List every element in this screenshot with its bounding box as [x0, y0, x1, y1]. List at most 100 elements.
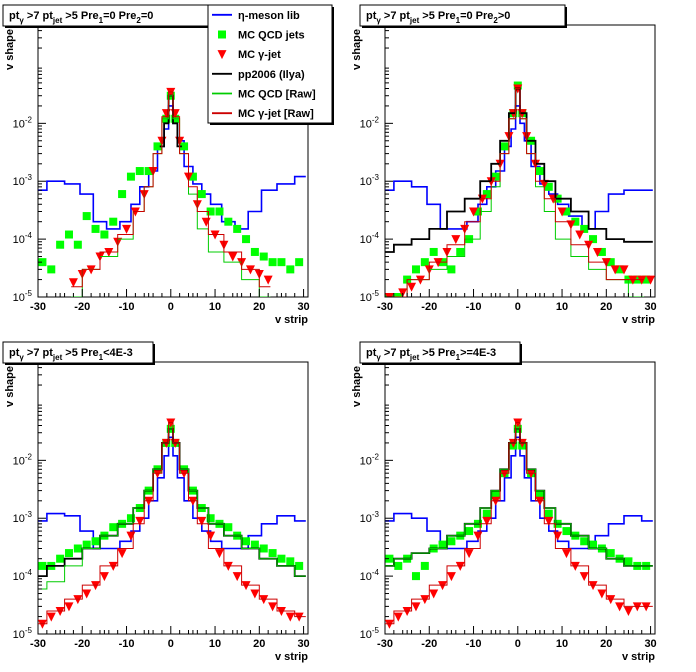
- x-tick-label: 10: [556, 301, 568, 313]
- y-tick-label: 10-4: [13, 568, 33, 583]
- data-point-square: [126, 172, 135, 181]
- x-tick-label: 20: [253, 638, 265, 650]
- y-tick-base: 10: [13, 455, 25, 467]
- data-point-triangle: [464, 549, 474, 559]
- title-subscript: jet: [52, 353, 63, 362]
- data-point-triangle: [268, 602, 278, 612]
- data-point-triangle: [99, 572, 109, 582]
- data-point-triangle: [411, 602, 421, 612]
- data-point-triangle: [285, 612, 295, 622]
- data-point-triangle: [597, 589, 607, 599]
- data-point-triangle: [68, 278, 78, 288]
- y-axis-label: v shape: [351, 29, 363, 70]
- data-point-square: [295, 561, 304, 570]
- data-point-square: [242, 235, 251, 244]
- data-point-square: [544, 509, 553, 518]
- data-point-square: [250, 247, 259, 256]
- data-point-square: [394, 561, 403, 570]
- data-point-square: [277, 554, 286, 563]
- data-point-triangle: [535, 496, 545, 506]
- title-subscript: 1: [456, 353, 461, 362]
- x-tick-label: 30: [297, 638, 309, 650]
- data-point-triangle: [592, 247, 602, 257]
- data-point-triangle: [429, 589, 439, 599]
- data-point-square: [206, 514, 215, 523]
- data-point-square: [447, 265, 456, 274]
- y-tick-label: 10-5: [13, 289, 33, 304]
- x-tick-label: -20: [421, 301, 437, 313]
- x-tick-label: -20: [74, 638, 90, 650]
- x-tick-label: 0: [515, 301, 521, 313]
- y-tick-base: 10: [360, 455, 372, 467]
- data-point-triangle: [407, 282, 417, 292]
- data-point-square: [535, 167, 544, 176]
- data-point-square: [385, 554, 394, 563]
- data-point-triangle: [451, 235, 461, 245]
- plot-frame: [37, 361, 309, 635]
- data-point-square: [642, 275, 651, 284]
- title-subscript: jet: [409, 353, 420, 362]
- y-tick-base: 10: [13, 176, 25, 188]
- data-point-triangle: [433, 258, 443, 268]
- data-point-triangle: [561, 549, 571, 559]
- data-point-square: [144, 167, 153, 176]
- legend-label: MC QCD [Raw]: [238, 89, 316, 101]
- data-point-square: [268, 549, 277, 558]
- title-subscript: 1: [99, 353, 104, 362]
- data-point-square: [571, 217, 580, 226]
- data-point-triangle: [646, 275, 655, 285]
- data-point-triangle: [579, 572, 589, 582]
- data-point-square: [580, 537, 589, 546]
- title-text: =0 Pre: [103, 10, 136, 22]
- title-subscript: 1: [99, 16, 104, 25]
- y-tick-exponent: -3: [372, 510, 380, 519]
- data-point-triangle: [214, 549, 224, 559]
- data-point-square: [64, 230, 73, 239]
- x-tick-label: 0: [168, 301, 174, 313]
- data-point-square: [429, 247, 438, 256]
- data-point-square: [118, 190, 127, 199]
- y-tick-base: 10: [13, 292, 25, 304]
- chart-title: ptγ >7 ptjet >5 Pre1>=4E-3: [366, 347, 496, 362]
- series-line: [38, 105, 306, 230]
- title-box: [2, 341, 154, 364]
- x-tick-label: -10: [466, 301, 482, 313]
- data-point-square: [188, 172, 197, 181]
- data-point-square: [56, 240, 65, 249]
- data-point-triangle: [73, 595, 83, 605]
- y-tick-base: 10: [360, 629, 372, 641]
- title-text: >5 Pre: [419, 347, 455, 359]
- data-point-triangle: [197, 516, 207, 526]
- y-tick-label: 10-5: [360, 289, 380, 304]
- y-tick-base: 10: [360, 292, 372, 304]
- data-point-triangle: [446, 572, 456, 582]
- title-subscript: 1: [456, 16, 461, 25]
- title-subscript: jet: [409, 16, 420, 25]
- legend-box: [207, 4, 333, 124]
- title-box: [359, 341, 521, 364]
- data-point-triangle: [623, 606, 633, 616]
- legend-label: MC γ-jet: [238, 49, 281, 61]
- plot-area: [38, 418, 306, 629]
- y-tick-exponent: -2: [372, 452, 380, 461]
- y-tick-label: 10-2: [13, 452, 33, 467]
- title-text: >7 pt: [24, 347, 53, 359]
- data-point-square: [394, 293, 403, 297]
- data-point-triangle: [575, 230, 585, 240]
- x-tick-label: 0: [515, 638, 521, 650]
- data-point-square: [64, 549, 73, 558]
- legend-label: MC γ-jet [Raw]: [238, 108, 314, 120]
- data-point-triangle: [385, 293, 394, 297]
- x-tick-label: -30: [30, 638, 46, 650]
- data-point-triangle: [64, 602, 74, 612]
- data-point-triangle: [393, 612, 403, 622]
- series-line: [38, 428, 306, 590]
- data-point-square: [580, 224, 589, 233]
- series-line: [71, 91, 271, 288]
- data-point-triangle: [606, 595, 616, 605]
- y-tick-exponent: -3: [372, 173, 380, 182]
- x-tick-label: 10: [209, 638, 221, 650]
- data-point-triangle: [38, 619, 47, 629]
- data-point-square: [259, 544, 268, 553]
- data-point-square: [420, 561, 429, 570]
